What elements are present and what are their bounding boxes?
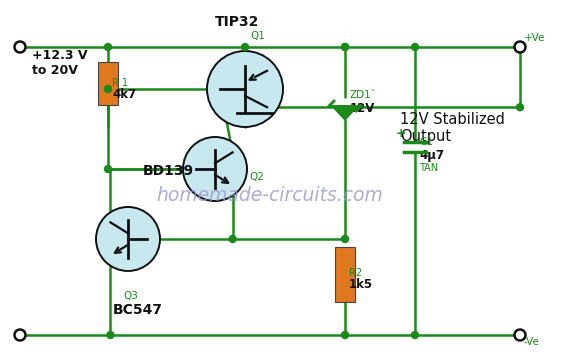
Circle shape [515, 330, 526, 341]
Text: 12V Stabilized
Output: 12V Stabilized Output [400, 112, 505, 144]
Circle shape [242, 44, 248, 50]
Text: TIP32: TIP32 [215, 15, 259, 29]
Circle shape [105, 85, 112, 92]
Text: C1: C1 [419, 137, 433, 147]
Circle shape [107, 332, 114, 338]
Circle shape [14, 330, 25, 341]
Text: Q2: Q2 [249, 172, 264, 182]
Circle shape [105, 166, 112, 172]
Text: 4k7: 4k7 [112, 87, 136, 101]
Circle shape [342, 44, 348, 50]
Text: Q1: Q1 [250, 31, 265, 41]
Text: +12.3 V
to 20V: +12.3 V to 20V [32, 49, 87, 77]
Text: Q3: Q3 [123, 291, 138, 301]
Text: +Ve: +Ve [524, 33, 545, 43]
Circle shape [516, 104, 523, 111]
Text: BD139: BD139 [143, 164, 194, 178]
Text: TAN: TAN [419, 163, 438, 173]
Bar [335, 247, 355, 302]
Circle shape [229, 236, 236, 242]
Circle shape [105, 44, 112, 50]
Circle shape [14, 41, 25, 52]
Circle shape [412, 332, 419, 338]
Text: R 1: R 1 [112, 77, 128, 87]
Text: 1k5: 1k5 [349, 278, 373, 292]
Circle shape [516, 44, 523, 50]
Text: +: + [396, 126, 407, 140]
Circle shape [96, 207, 160, 271]
Circle shape [515, 41, 526, 52]
Text: ZD1`: ZD1` [350, 90, 377, 100]
Circle shape [342, 236, 348, 242]
Circle shape [412, 44, 419, 50]
Text: 12V: 12V [350, 101, 375, 115]
Circle shape [207, 51, 283, 127]
Circle shape [342, 332, 348, 338]
Text: BC547: BC547 [113, 303, 163, 317]
Circle shape [183, 137, 247, 201]
Polygon shape [332, 106, 358, 120]
Text: -Ve: -Ve [524, 337, 540, 347]
Text: 4µ7: 4µ7 [419, 149, 444, 162]
Text: homemade-circuits.com: homemade-circuits.com [156, 186, 384, 205]
Text: R2: R2 [349, 268, 362, 278]
Circle shape [342, 44, 348, 50]
Bar [98, 62, 118, 105]
